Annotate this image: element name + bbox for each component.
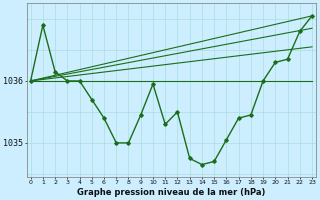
- X-axis label: Graphe pression niveau de la mer (hPa): Graphe pression niveau de la mer (hPa): [77, 188, 266, 197]
